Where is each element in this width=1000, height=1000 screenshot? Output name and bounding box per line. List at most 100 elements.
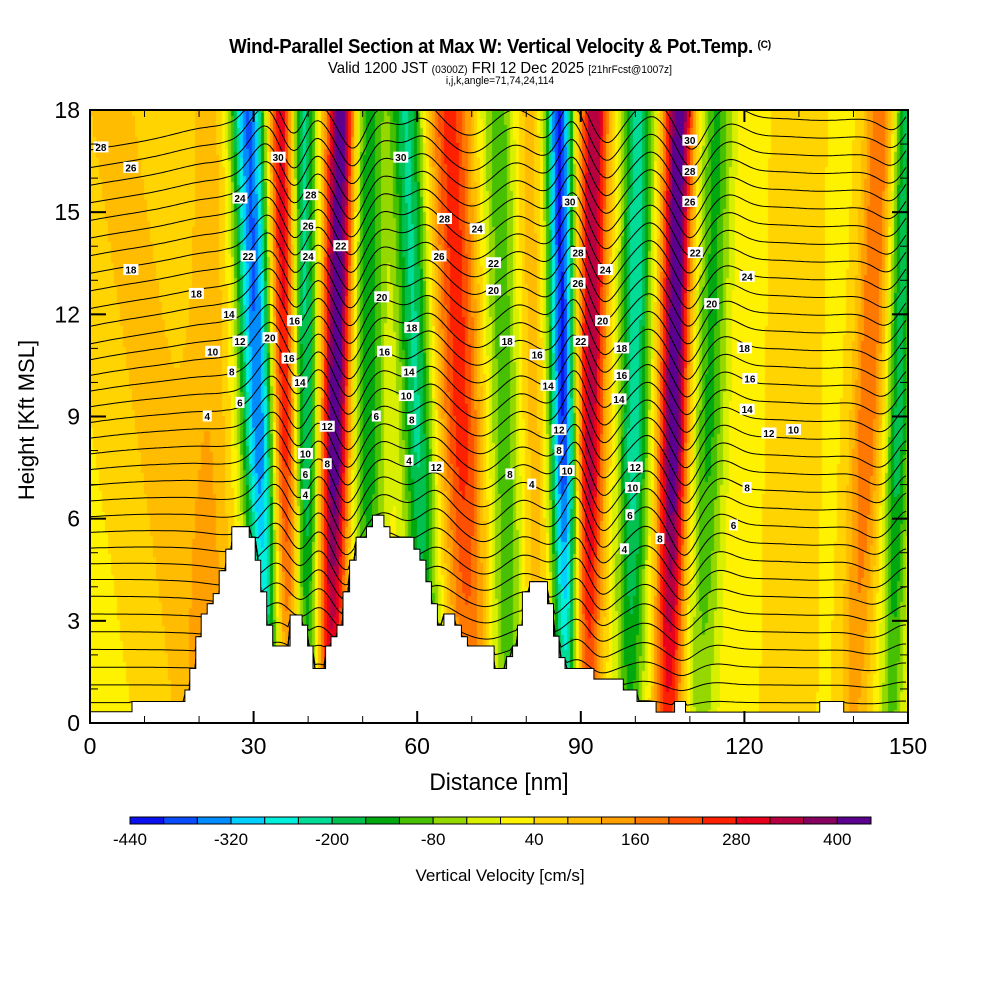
contour-label-text: 18 (739, 344, 751, 355)
contour-label-text: 26 (125, 163, 137, 174)
contour-label-text: 8 (507, 470, 513, 481)
copyright-mark: (C) (757, 39, 772, 51)
theta-contour-line (89, 280, 907, 345)
contour-label-text: 16 (616, 371, 628, 382)
valid-time: Valid 1200 JST (327, 60, 428, 77)
colorbar-swatch (163, 816, 198, 825)
contour-label: 26 (300, 219, 316, 232)
theta-contour-line (89, 477, 907, 540)
theta-contour-line (89, 316, 907, 380)
contour-label-text: 8 (229, 368, 235, 379)
contour-label-text: 14 (403, 368, 415, 379)
grid-indices: i,j,k,angle=71,74,24,114 (445, 75, 555, 87)
colorbar-swatch (601, 816, 636, 825)
contour-label: 4 (619, 543, 629, 556)
contour-label: 12 (761, 427, 777, 440)
colorbar-swatch (836, 816, 872, 825)
contour-label: 8 (742, 482, 752, 495)
contour-label: 20 (486, 284, 502, 297)
colorbar-swatch (500, 816, 535, 825)
contour-label: 6 (300, 468, 310, 481)
theta-contour-line (89, 139, 907, 204)
contour-label-text: 6 (731, 521, 737, 532)
contour-label-text: 8 (556, 446, 562, 457)
theta-contour-line (89, 298, 907, 363)
theta-contour-line (89, 352, 907, 416)
contour-label: 18 (188, 287, 204, 300)
contour-label: 16 (529, 349, 545, 362)
contour-label-text: 30 (564, 197, 576, 208)
contour-label: 16 (614, 369, 630, 382)
contour-label-text: 10 (300, 449, 312, 460)
y-tick-label: 6 (67, 506, 80, 532)
contour-label-text: 4 (529, 480, 535, 491)
colorbar-swatch (634, 816, 670, 825)
theta-contour-line (89, 334, 907, 398)
contour-label-text: 14 (223, 310, 235, 321)
contour-label: 22 (573, 335, 589, 348)
contour-label-text: 8 (324, 460, 330, 471)
contour-label-text: 26 (573, 279, 585, 290)
contour-label: 22 (333, 240, 349, 253)
contour-label-text: 12 (234, 337, 246, 348)
contour-label-text: 18 (502, 337, 514, 348)
colorbar-label: Vertical Velocity [cm/s] (415, 866, 584, 885)
contour-label: 10 (297, 447, 313, 460)
contour-label-text: 28 (439, 214, 451, 225)
colorbar-tick-label: -440 (113, 830, 147, 849)
contour-label: 18 (404, 321, 420, 334)
x-tick-label: 30 (241, 733, 267, 759)
colorbar-tick-label: -80 (421, 830, 446, 849)
theta-contour-line (89, 459, 907, 522)
contour-label-text: 24 (303, 252, 315, 263)
contour-label-text: 12 (630, 463, 642, 474)
y-tick-label: 3 (67, 608, 80, 634)
contour-label: 18 (499, 335, 515, 348)
contour-label: 20 (595, 315, 611, 328)
colorbar-tick-label: 400 (823, 830, 851, 849)
contour-label-text: 10 (627, 484, 639, 495)
contour-label: 4 (527, 478, 537, 491)
colorbar-swatch (196, 816, 232, 825)
contour-label: 14 (401, 366, 417, 379)
contour-label: 12 (551, 424, 567, 437)
contour-label-text: 16 (289, 317, 301, 328)
y-tick-label: 12 (54, 301, 80, 327)
contour-label: 10 (559, 464, 575, 477)
contour-label: 26 (682, 195, 698, 208)
contour-label: 20 (262, 332, 278, 345)
contour-label: 8 (227, 366, 237, 379)
colorbar-swatch (567, 816, 603, 825)
contour-label-text: 12 (553, 426, 565, 437)
contour-label: 8 (505, 468, 515, 481)
theta-contour-line (89, 423, 907, 486)
contour-label-text: 20 (488, 286, 500, 297)
terrain-mask (89, 514, 909, 724)
colorbar-swatch (466, 816, 501, 825)
contour-label: 24 (739, 270, 755, 283)
chart-title-text: Wind-Parallel Section at Max W: Vertical… (229, 36, 753, 58)
contour-label: 16 (281, 352, 297, 365)
theta-contour-line (89, 370, 907, 433)
contour-label: 14 (611, 393, 627, 406)
contour-label-text: 10 (207, 347, 219, 358)
contour-label: 14 (739, 403, 755, 416)
theta-contour-labels: 2826182422181412108643028262422201616141… (93, 134, 801, 556)
contour-label: 30 (270, 151, 286, 164)
contour-label: 30 (682, 134, 698, 147)
contour-label-text: 8 (657, 535, 663, 546)
contour-label: 26 (570, 277, 586, 290)
contour-label: 14 (292, 376, 308, 389)
y-axis: 0 3 6 9 12 15 18 (54, 97, 908, 736)
contour-label: 24 (232, 192, 248, 205)
contour-label-text: 24 (234, 194, 246, 205)
colorbar-swatch (668, 816, 704, 825)
contour-label: 22 (240, 250, 256, 263)
theta-contour-line (89, 209, 907, 274)
colorbar-swatch (398, 816, 434, 825)
chart-subtitle: Valid 1200 JST (0300Z) FRI 12 Dec 2025 [… (35, 60, 965, 78)
contour-label-text: 24 (472, 225, 484, 236)
colorbar-tick-label: -320 (214, 830, 248, 849)
contour-label-text: 18 (406, 323, 418, 334)
colorbar-swatch (331, 816, 367, 825)
